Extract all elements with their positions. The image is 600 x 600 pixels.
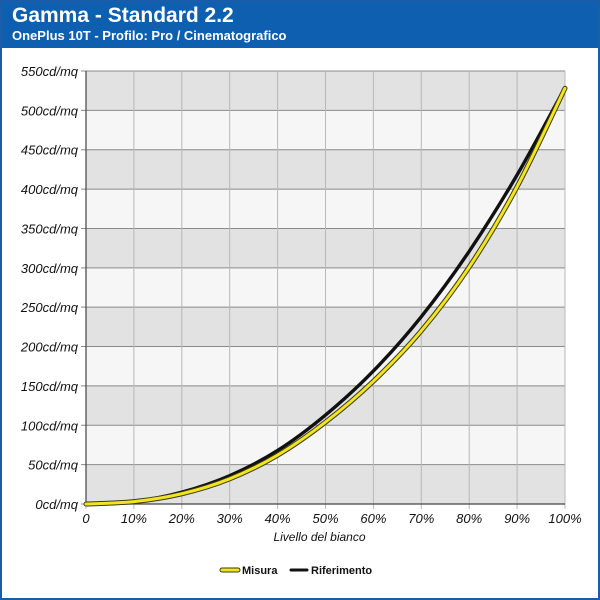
x-tick-label: 20% — [168, 511, 195, 526]
x-tick-label: 80% — [456, 511, 482, 526]
x-tick-label: 90% — [504, 511, 530, 526]
grid-lines — [81, 70, 566, 509]
x-tick-label: 30% — [217, 511, 243, 526]
y-tick-label: 450cd/mq — [21, 143, 79, 158]
legend: Misura Riferimento — [219, 565, 372, 577]
y-tick-label: 300cd/mq — [21, 261, 79, 276]
x-tick-label: 100% — [548, 511, 581, 526]
x-axis-label: Livello del bianco — [273, 530, 365, 544]
y-tick-label: 550cd/mq — [21, 64, 79, 79]
x-tick-labels: 0 10% 20% 30% 40% 50% 60% 70% 80% 90% 100% — [82, 511, 581, 526]
y-tick-label: 200cd/mq — [20, 340, 79, 355]
axes — [85, 71, 565, 505]
legend-label: Misura — [242, 565, 278, 577]
y-tick-label: 400cd/mq — [21, 182, 79, 197]
y-tick-label: 350cd/mq — [21, 221, 79, 236]
x-tick-label: 10% — [121, 511, 147, 526]
y-tick-label: 0cd/mq — [35, 497, 78, 512]
x-tick-label: 50% — [312, 511, 338, 526]
series-lines — [83, 85, 568, 507]
y-tick-labels: 0cd/mq 50cd/mq 100cd/mq 150cd/mq 200cd/mq 250… — [20, 64, 79, 512]
y-tick-label: 50cd/mq — [28, 458, 79, 473]
header-bar: Gamma - Standard 2.2 OnePlus 10T - Profi… — [2, 2, 598, 48]
y-tick-label: 150cd/mq — [21, 379, 79, 394]
x-tick-label: 70% — [408, 511, 434, 526]
chart-title: Gamma - Standard 2.2 — [12, 4, 234, 27]
y-tick-label: 500cd/mq — [21, 103, 79, 118]
chart-subtitle: OnePlus 10T - Profilo: Pro / Cinematogra… — [12, 28, 287, 43]
x-tick-label: 60% — [360, 511, 386, 526]
legend-label: Riferimento — [311, 565, 372, 577]
measured-line — [84, 86, 567, 506]
x-tick-label: 40% — [265, 511, 291, 526]
x-tick-label: 0 — [82, 511, 90, 526]
y-tick-label: 100cd/mq — [21, 418, 79, 433]
y-tick-label: 250cd/mq — [20, 300, 79, 315]
